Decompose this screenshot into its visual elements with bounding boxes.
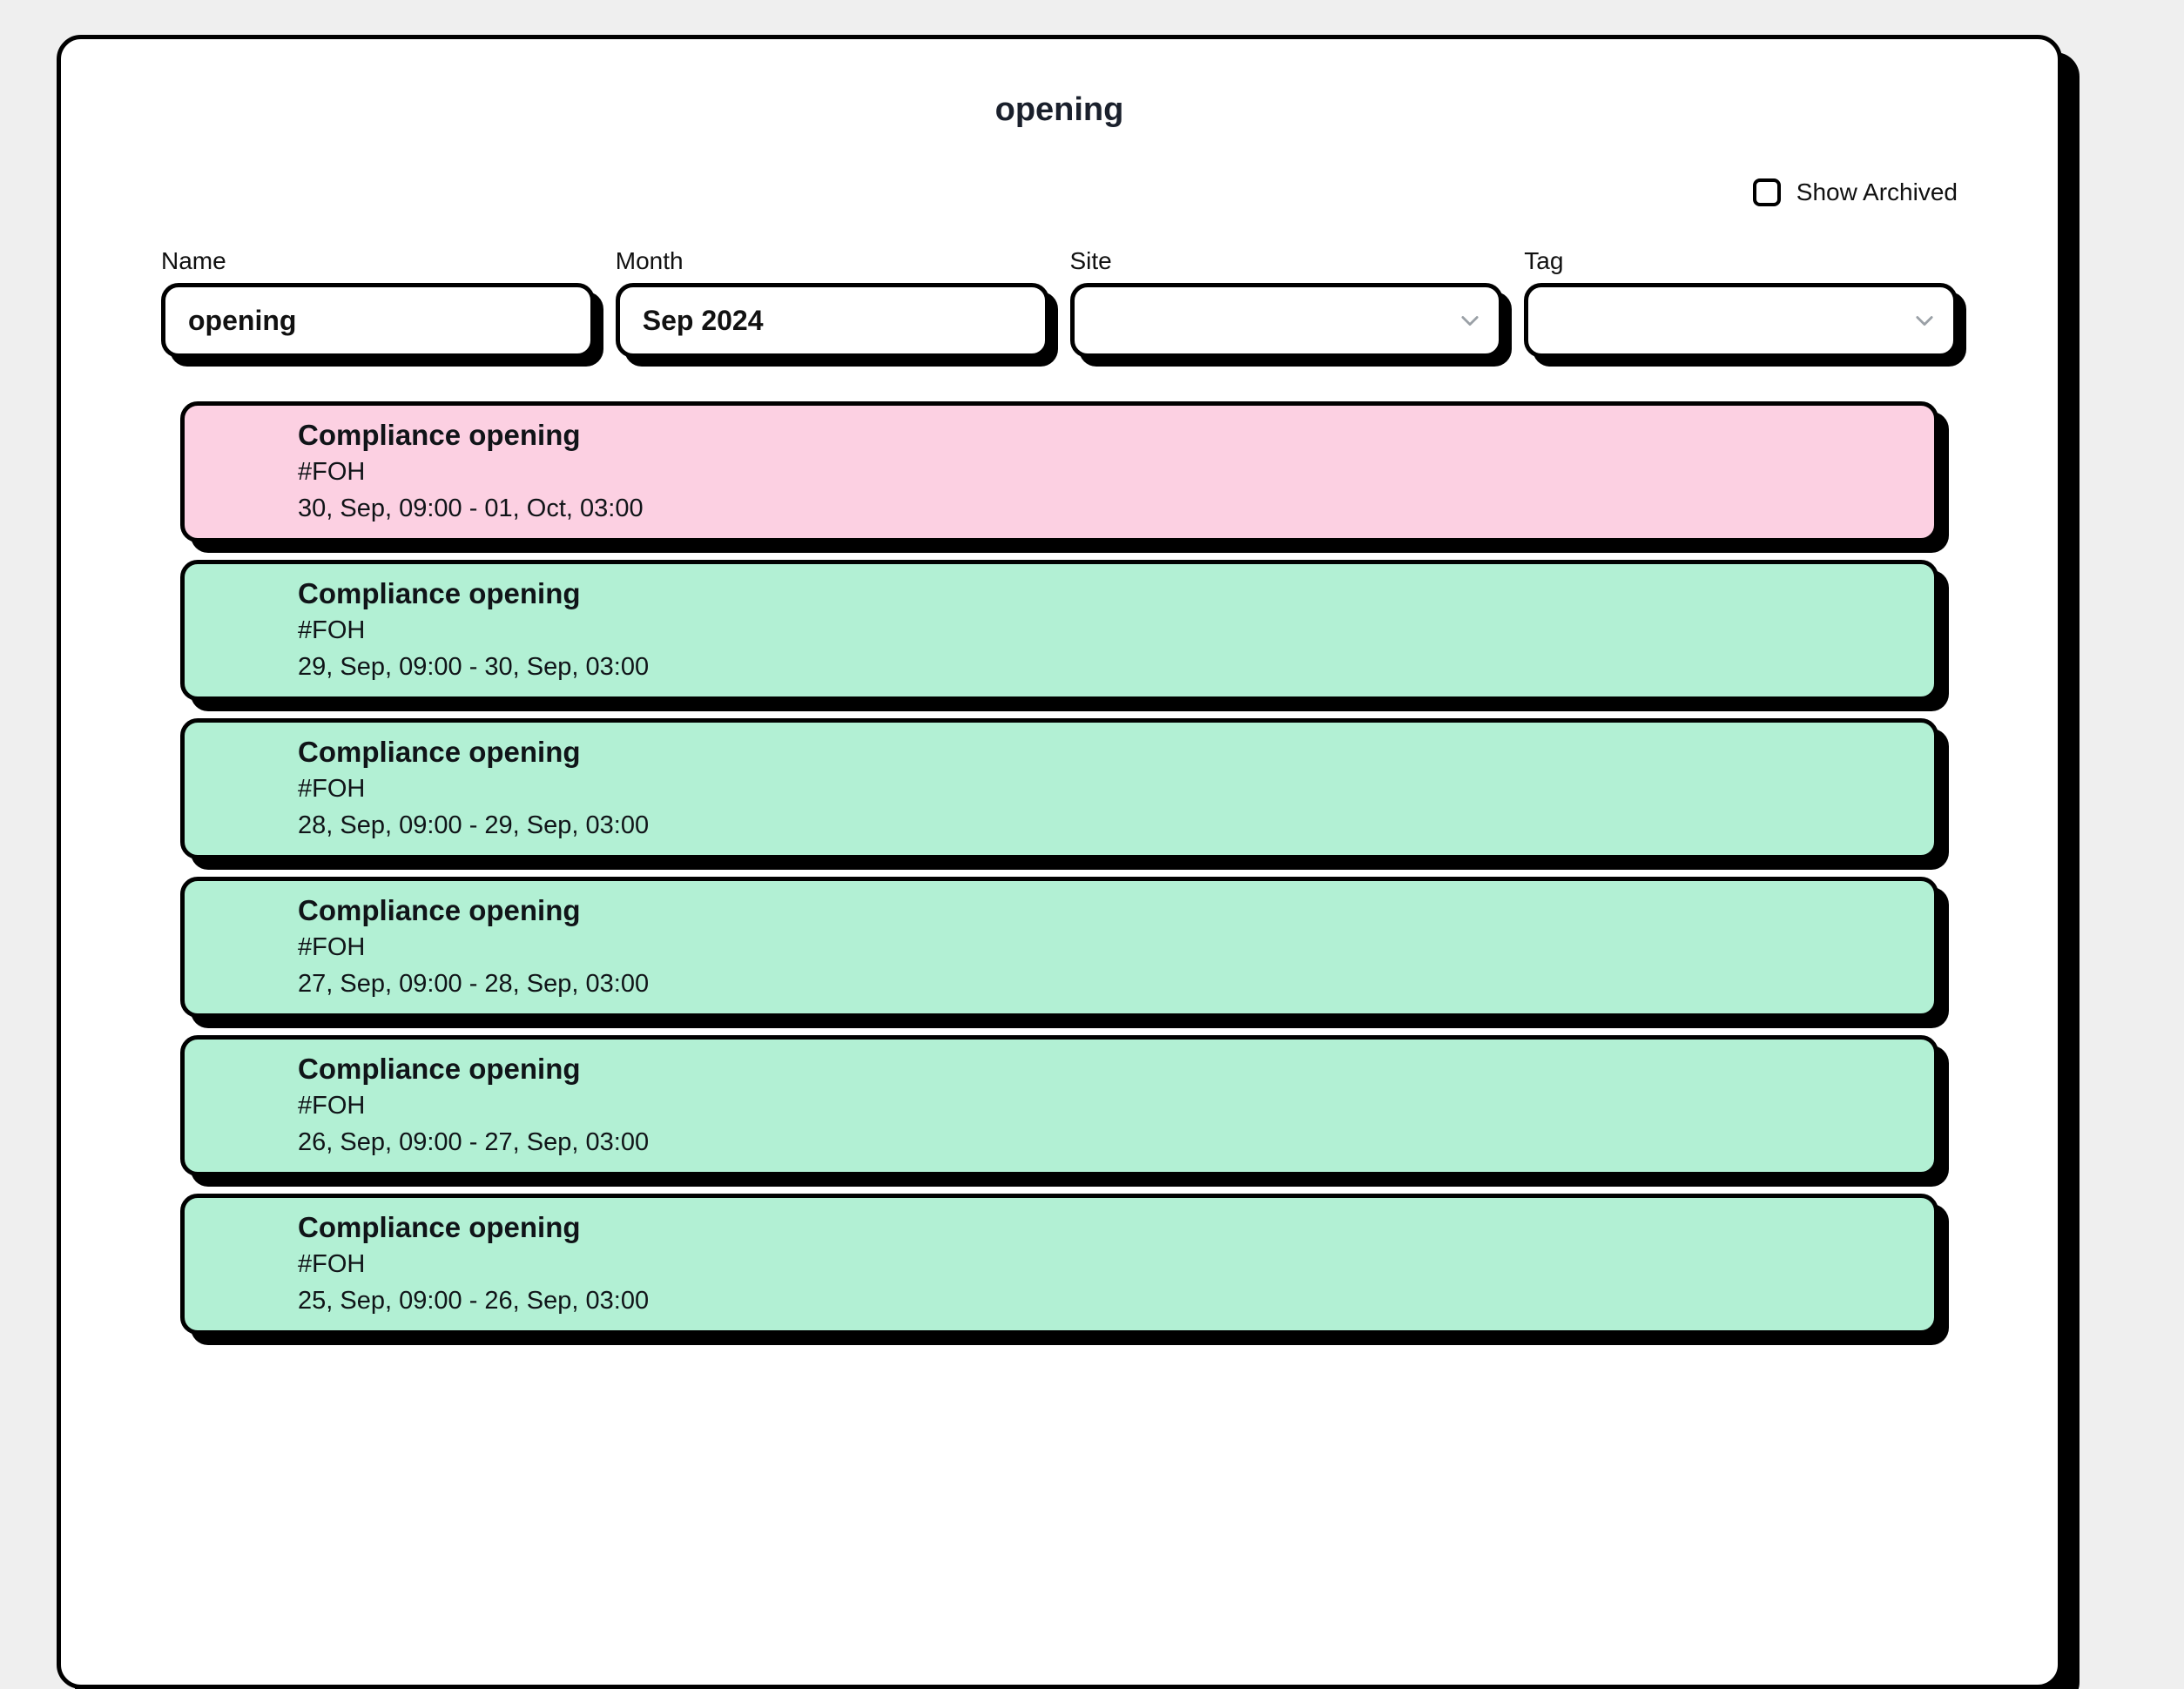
page-title: opening — [994, 91, 1124, 128]
event-card[interactable]: Compliance opening #FOH 30, Sep, 09:00 -… — [180, 401, 1938, 542]
event-time: 25, Sep, 09:00 - 26, Sep, 03:00 — [298, 1287, 650, 1315]
site-label: Site — [1069, 247, 1112, 274]
event-card[interactable]: Compliance opening #FOH 25, Sep, 09:00 -… — [180, 1194, 1938, 1335]
event-card[interactable]: Compliance opening #FOH 26, Sep, 09:00 -… — [180, 1035, 1938, 1176]
event-time: 27, Sep, 09:00 - 28, Sep, 03:00 — [298, 970, 650, 998]
show-archived-label: Show Archived — [1796, 178, 1958, 205]
event-title: Compliance opening — [298, 1211, 581, 1243]
event-card[interactable]: Compliance opening #FOH 27, Sep, 09:00 -… — [180, 877, 1938, 1018]
event-tag: #FOH — [298, 933, 366, 961]
event-tag: #FOH — [298, 1250, 366, 1278]
name-input[interactable] — [161, 283, 595, 358]
event-title: Compliance opening — [298, 419, 581, 451]
event-card[interactable]: Compliance opening #FOH 29, Sep, 09:00 -… — [180, 560, 1938, 701]
month-input[interactable] — [615, 283, 1049, 358]
filter-month: Month — [615, 246, 1049, 358]
event-tag: #FOH — [298, 775, 366, 803]
event-time: 26, Sep, 09:00 - 27, Sep, 03:00 — [298, 1128, 650, 1156]
site-select[interactable] — [1069, 283, 1504, 358]
event-tag: #FOH — [298, 458, 366, 486]
event-time: 29, Sep, 09:00 - 30, Sep, 03:00 — [298, 653, 650, 681]
month-label: Month — [615, 247, 684, 274]
show-archived-row: Show Archived — [161, 178, 1958, 206]
filter-bar: Name Month Site Tag — [161, 246, 1958, 358]
event-title: Compliance opening — [298, 736, 581, 768]
event-card[interactable]: Compliance opening #FOH 28, Sep, 09:00 -… — [180, 718, 1938, 859]
event-title: Compliance opening — [298, 1053, 581, 1085]
filter-tag: Tag — [1524, 246, 1958, 358]
event-tag: #FOH — [298, 1092, 366, 1120]
event-title: Compliance opening — [298, 577, 581, 609]
filter-site: Site — [1069, 246, 1504, 358]
event-card-list: Compliance opening #FOH 30, Sep, 09:00 -… — [161, 401, 1958, 1335]
filter-name: Name — [161, 246, 595, 358]
tag-label: Tag — [1524, 247, 1564, 274]
name-label: Name — [161, 247, 226, 274]
event-title: Compliance opening — [298, 894, 581, 926]
main-panel: opening Show Archived Name Month Site — [57, 35, 2062, 1689]
tag-select[interactable] — [1524, 283, 1958, 358]
show-archived-checkbox[interactable] — [1752, 178, 1781, 206]
event-time: 30, Sep, 09:00 - 01, Oct, 03:00 — [298, 495, 644, 522]
event-time: 28, Sep, 09:00 - 29, Sep, 03:00 — [298, 811, 650, 839]
event-tag: #FOH — [298, 616, 366, 644]
